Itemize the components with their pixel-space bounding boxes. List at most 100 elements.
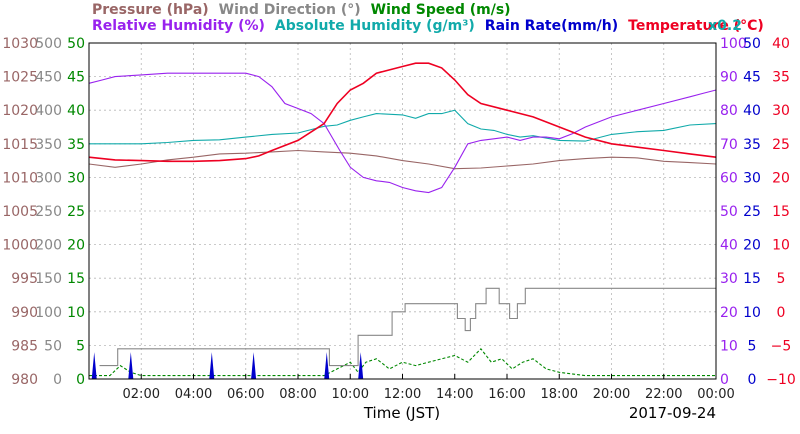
- y-tick-relative-humidity: 50: [720, 204, 738, 220]
- y-tick-relative-humidity: 100: [720, 36, 747, 52]
- y-tick-rain-rate: 10: [743, 305, 761, 321]
- x-tick-label: 16:00: [488, 387, 525, 402]
- legend-item: Pressure (hPa): [92, 2, 209, 18]
- y-tick-wind-direction: 450: [35, 70, 62, 86]
- y-tick-pressure: 1010: [2, 170, 38, 186]
- y-tick-wind-speed: 45: [67, 70, 85, 86]
- y-tick-relative-humidity: 20: [720, 305, 738, 321]
- rain-spike: [324, 352, 330, 379]
- y-tick-temperature: 15: [772, 204, 790, 220]
- y-tick-rain-rate: 20: [743, 238, 761, 254]
- y-tick-temperature: 25: [772, 137, 790, 153]
- y-tick-rain-rate: 25: [743, 204, 761, 220]
- y-tick-pressure: 990: [11, 305, 38, 321]
- series-line-wind-direction: [99, 287, 716, 367]
- x-tick-label: 06:00: [227, 387, 264, 402]
- rain-spike: [91, 352, 97, 379]
- y-tick-pressure: 985: [11, 338, 38, 354]
- legend-item: Relative Humidity (%): [92, 18, 265, 34]
- y-tick-pressure: 1005: [2, 204, 38, 220]
- y-tick-relative-humidity: 60: [720, 170, 738, 186]
- y-tick-temperature: 30: [772, 103, 790, 119]
- y-tick-relative-humidity: 80: [720, 103, 738, 119]
- rain-spike: [251, 352, 257, 379]
- series-line-absolute-humidity-g-m: [89, 109, 717, 145]
- series-line-relative-humidity: [88, 72, 717, 194]
- y-tick-rain-rate: 5: [748, 338, 757, 354]
- y-tick-wind-direction: 150: [35, 271, 62, 287]
- y-tick-pressure: 1015: [2, 137, 38, 153]
- y-tick-wind-speed: 30: [67, 170, 85, 186]
- y-tick-wind-direction: 300: [35, 170, 62, 186]
- y-tick-rain-rate: 30: [743, 170, 761, 186]
- y-tick-temperature: 40: [772, 36, 790, 52]
- y-tick-wind-speed: 20: [67, 238, 85, 254]
- y-tick-wind-direction: 100: [35, 305, 62, 321]
- series-line-wind-speed-m-s: [89, 347, 716, 377]
- x-tick-label: 08:00: [279, 387, 316, 402]
- y-tick-rain-rate: 35: [743, 137, 761, 153]
- y-tick-temperature: −5: [771, 338, 792, 354]
- y-tick-temperature: 5: [777, 271, 786, 287]
- x-tick-label: 22:00: [645, 387, 682, 402]
- series-layer: [88, 62, 717, 379]
- date-label: 2017-09-24: [629, 404, 716, 422]
- y-tick-wind-speed: 15: [67, 271, 85, 287]
- y-tick-pressure: 980: [11, 372, 38, 388]
- y-tick-relative-humidity: 70: [720, 137, 738, 153]
- y-tick-rain-rate: 50: [743, 36, 761, 52]
- y-tick-pressure: 1020: [2, 103, 38, 119]
- rain-scale-note: x0.2: [708, 18, 742, 34]
- y-tick-wind-direction: 400: [35, 103, 62, 119]
- x-tick-label: 14:00: [436, 387, 473, 402]
- y-tick-relative-humidity: 30: [720, 271, 738, 287]
- rain-spike: [358, 352, 364, 379]
- legend-item: Wind Direction (°): [219, 2, 361, 18]
- y-tick-pressure: 1025: [2, 70, 38, 86]
- y-tick-temperature: 0: [777, 305, 786, 321]
- y-tick-wind-direction: 500: [35, 36, 62, 52]
- y-tick-relative-humidity: 40: [720, 238, 738, 254]
- rain-spike: [128, 352, 134, 379]
- x-tick-label: 04:00: [175, 387, 212, 402]
- y-tick-temperature: −10: [766, 372, 796, 388]
- y-tick-pressure: 1030: [2, 36, 38, 52]
- y-axes: 1030102510201015101010051000995990985980…: [2, 36, 795, 388]
- y-tick-wind-direction: 250: [35, 204, 62, 220]
- y-tick-rain-rate: 40: [743, 103, 761, 119]
- grid: [89, 43, 716, 379]
- x-axis: 02:00 04:00 06:00 08:00 10:00 12:00 14:00 16:00…: [123, 374, 735, 402]
- y-tick-pressure: 995: [11, 271, 38, 287]
- x-tick-label: 02:00: [123, 387, 160, 402]
- y-tick-rain-rate: 15: [743, 271, 761, 287]
- y-tick-temperature: 10: [772, 238, 790, 254]
- y-tick-wind-speed: 25: [67, 204, 85, 220]
- y-tick-relative-humidity: 90: [720, 70, 738, 86]
- legend-item: Wind Speed (m/s): [371, 2, 511, 18]
- y-tick-rain-rate: 0: [748, 372, 757, 388]
- y-tick-relative-humidity: 10: [720, 338, 738, 354]
- y-tick-wind-speed: 50: [67, 36, 85, 52]
- y-tick-temperature: 20: [772, 170, 790, 186]
- x-tick-label: 18:00: [541, 387, 578, 402]
- x-tick-label: 00:00: [697, 387, 734, 402]
- y-tick-wind-speed: 35: [67, 137, 85, 153]
- legend-item: Temperature (°C): [628, 18, 764, 34]
- legend-item: Absolute Humidity (g/m³): [275, 18, 475, 34]
- x-tick-label: 20:00: [593, 387, 630, 402]
- y-tick-wind-speed: 0: [76, 372, 85, 388]
- y-tick-wind-direction: 200: [35, 238, 62, 254]
- legend-item: Rain Rate(mm/h): [485, 18, 618, 34]
- y-tick-temperature: 35: [772, 70, 790, 86]
- x-tick-label: 10:00: [332, 387, 369, 402]
- x-tick-label: 12:00: [384, 387, 421, 402]
- rain-spike: [209, 352, 215, 379]
- y-tick-wind-direction: 50: [44, 338, 62, 354]
- y-tick-wind-direction: 350: [35, 137, 62, 153]
- y-tick-wind-speed: 40: [67, 103, 85, 119]
- y-tick-pressure: 1000: [2, 238, 38, 254]
- series-line-pressure-hpa: [88, 149, 717, 170]
- y-tick-rain-rate: 45: [743, 70, 761, 86]
- y-tick-wind-speed: 5: [76, 338, 85, 354]
